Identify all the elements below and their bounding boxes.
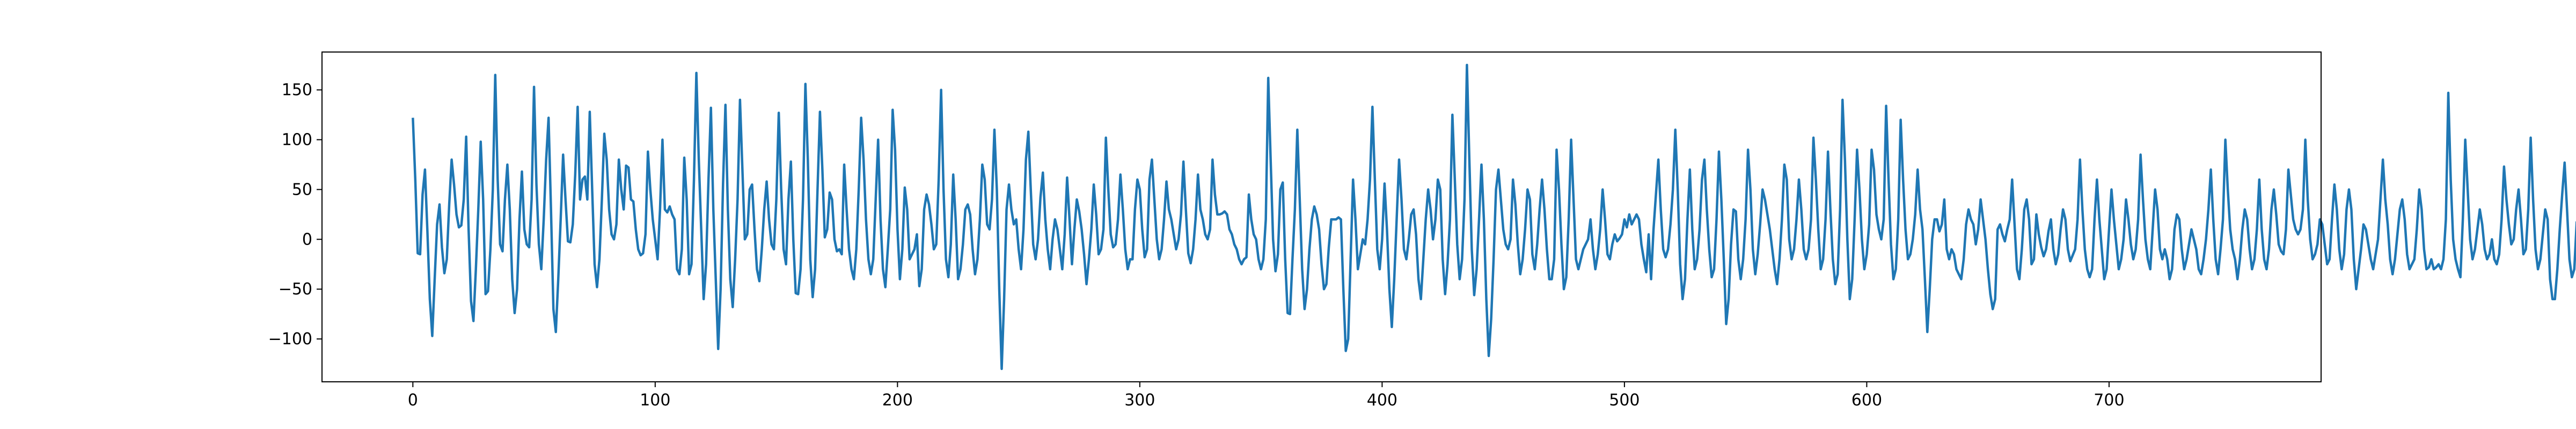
x-tick-label: 600 [1851, 391, 1882, 410]
x-tick-label: 400 [1367, 391, 1397, 410]
plot-area [412, 63, 2576, 371]
y-axis: −100 −50 0 50 100 150 [268, 81, 322, 349]
x-tick-label: 700 [2094, 391, 2124, 410]
axes-frame [321, 51, 2322, 382]
y-tick-label: −50 [279, 280, 312, 299]
x-tick-label: 200 [882, 391, 913, 410]
series-line-0 [412, 63, 2576, 371]
y-tick-label: 50 [292, 180, 312, 199]
x-tick-label: 0 [408, 391, 418, 410]
y-tick-label: 150 [282, 81, 312, 100]
x-axis: 0 100 200 300 400 500 600 700 [408, 382, 2125, 410]
y-tick-label: −100 [268, 330, 312, 349]
x-tick-label: 100 [640, 391, 670, 410]
x-tick-label: 500 [1609, 391, 1640, 410]
y-tick-label: 0 [302, 230, 312, 249]
x-tick-label: 300 [1124, 391, 1155, 410]
y-tick-label: 100 [282, 131, 312, 150]
